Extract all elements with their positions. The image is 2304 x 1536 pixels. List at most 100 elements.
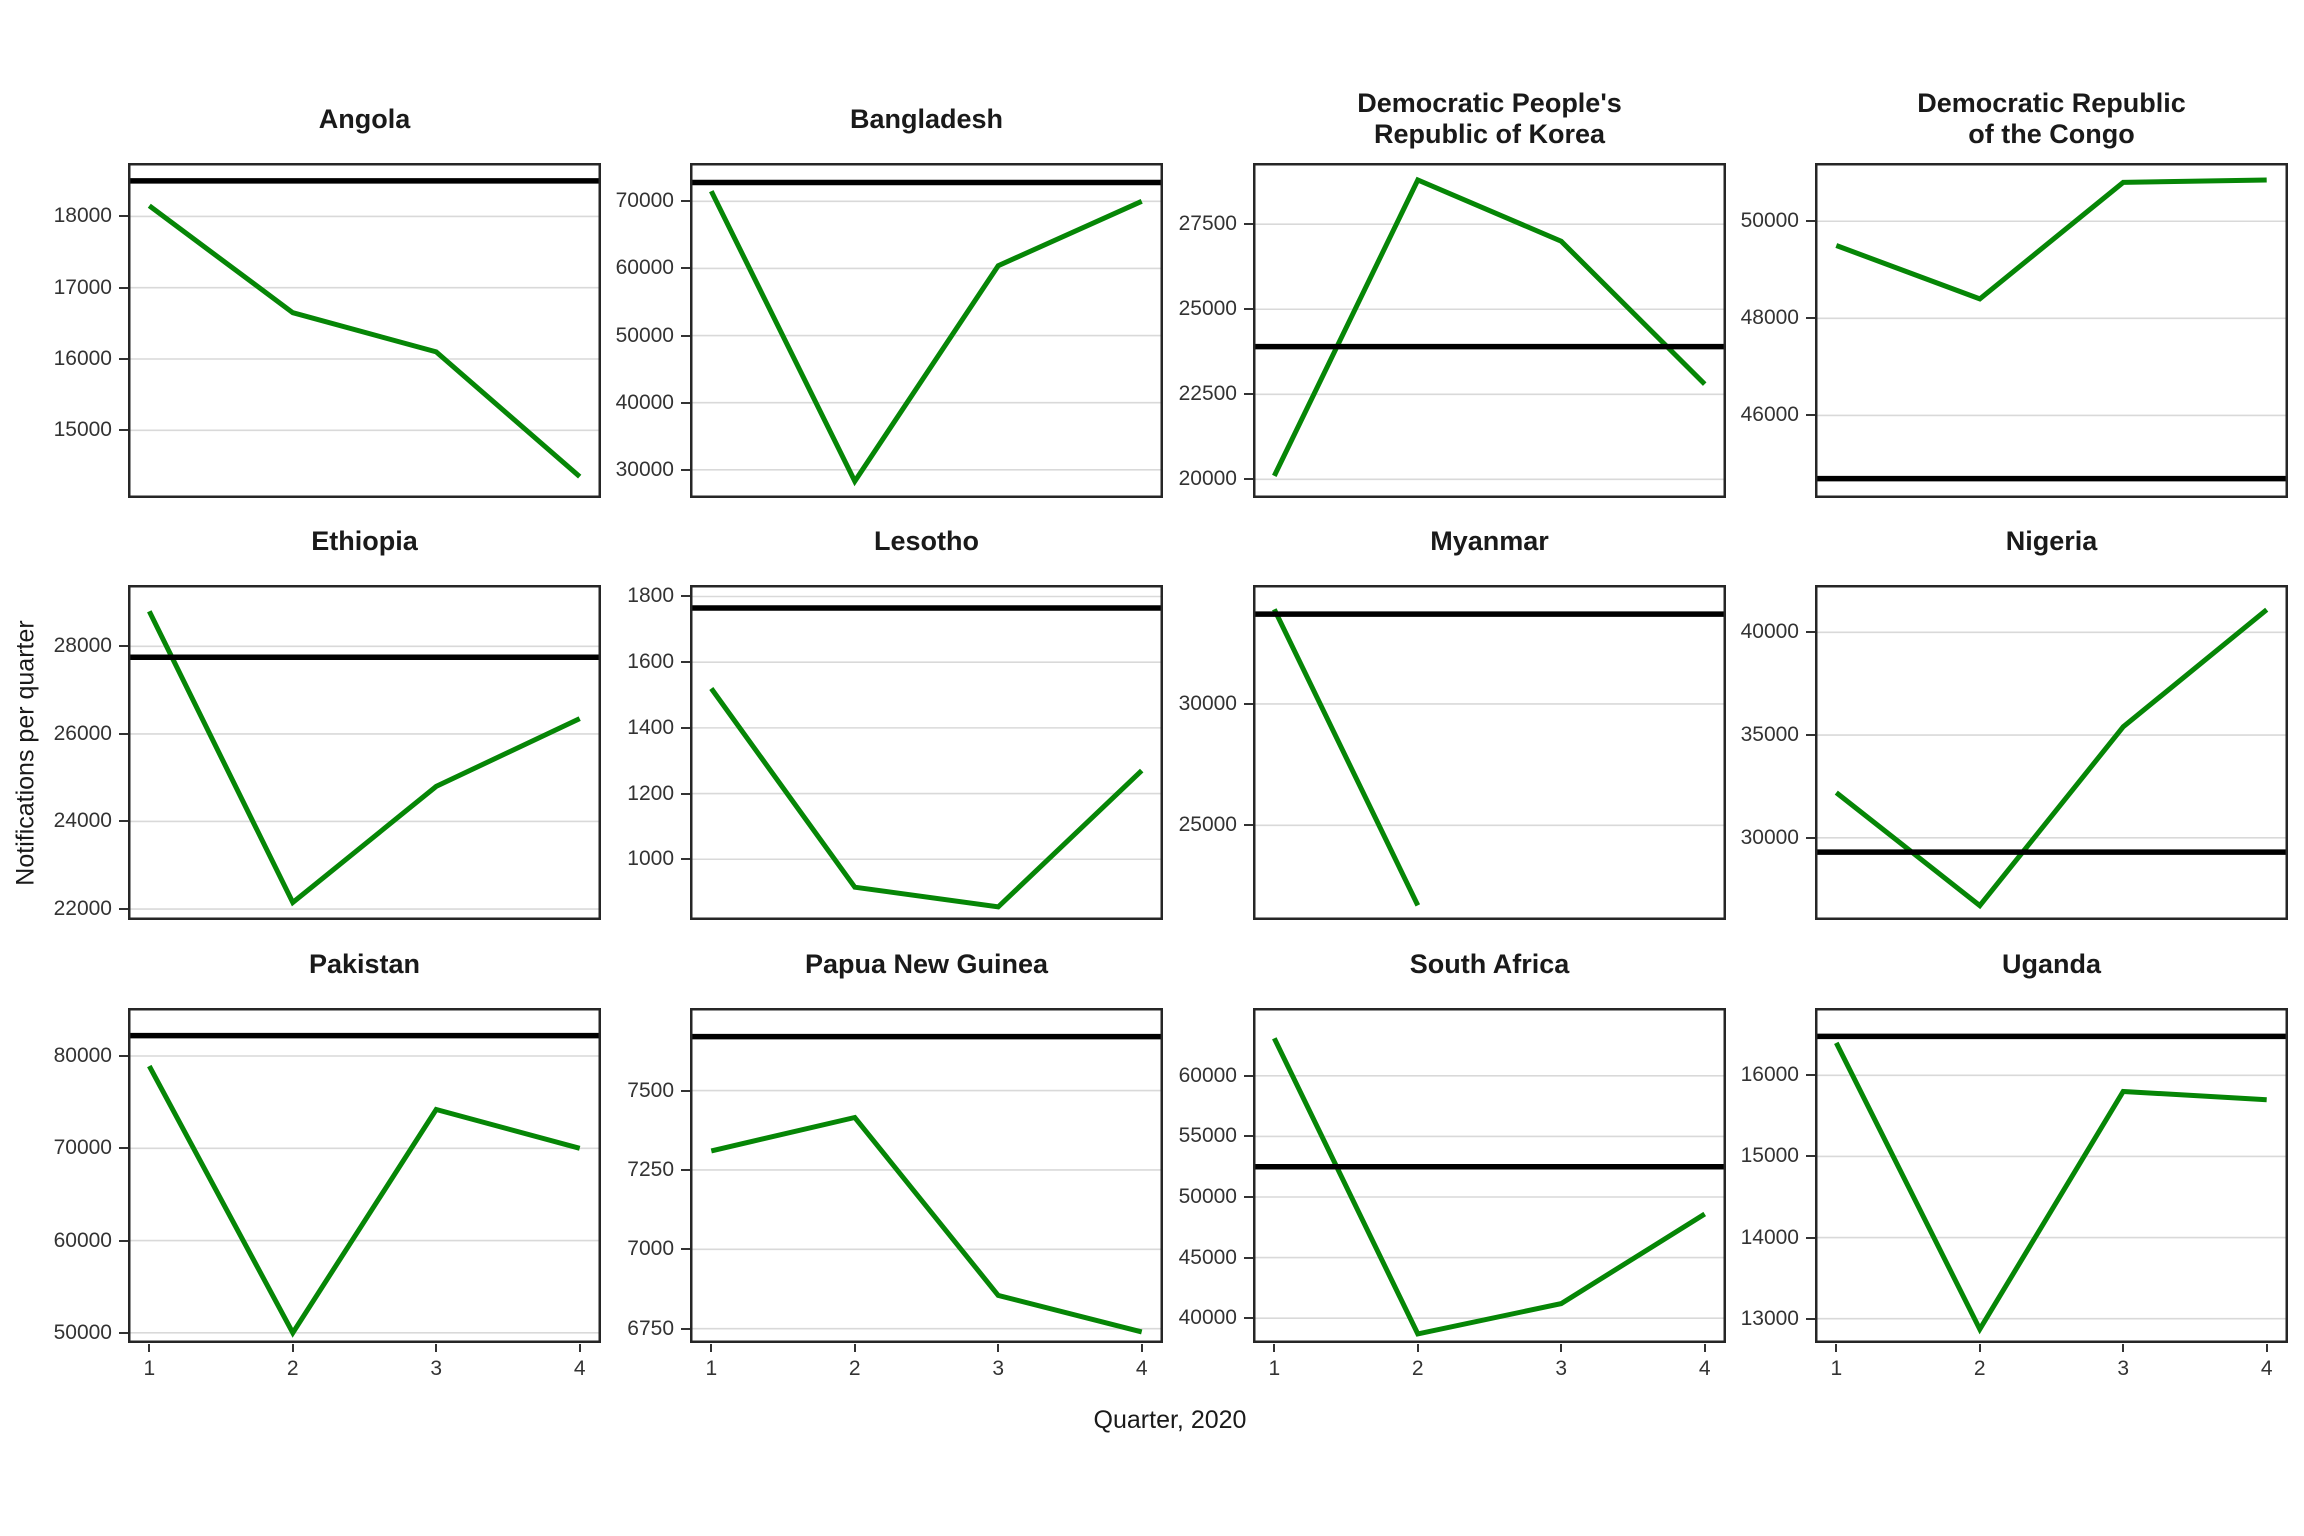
x-tick-label: 2 xyxy=(286,1357,299,1380)
y-tick-label: 22000 xyxy=(53,897,112,921)
y-tick-label: 27500 xyxy=(1178,212,1237,236)
y-tick-label: 6750 xyxy=(627,1316,674,1340)
y-tick-label: 30000 xyxy=(1178,691,1237,715)
y-tick-label: 18000 xyxy=(53,204,112,228)
y-tick-label: 7000 xyxy=(627,1237,674,1261)
y-tick-label: 24000 xyxy=(53,809,112,833)
x-tick-mark xyxy=(148,1344,151,1352)
panel-border xyxy=(128,585,601,920)
panel-border xyxy=(128,163,601,498)
y-tick-mark xyxy=(119,645,128,648)
panel-title: Democratic Republic of the Congo xyxy=(1917,88,2186,149)
y-tick-label: 60000 xyxy=(53,1228,112,1252)
panel-ethiopia: Ethiopia 22000 24000 26000 28000 xyxy=(8,495,613,990)
panel-title: Ethiopia xyxy=(311,525,418,556)
y-tick-label: 1400 xyxy=(627,715,674,739)
y-tick-label: 45000 xyxy=(1178,1245,1237,1269)
panel-papua-new-guinea: Papua New Guinea 6750 7000 7250 7500 1 2 3 4 xyxy=(570,918,1175,1413)
panel-border xyxy=(690,585,1163,920)
y-tick-mark xyxy=(681,1327,690,1330)
y-tick-mark xyxy=(1244,1317,1253,1320)
panel-myanmar: Myanmar 25000 30000 xyxy=(1133,495,1738,990)
panel-pakistan: Pakistan 50000 60000 70000 80000 1 2 3 4 xyxy=(8,918,613,1413)
panel-plot xyxy=(690,585,1163,920)
x-tick-mark xyxy=(2265,1344,2268,1352)
panel-border xyxy=(1815,585,2288,920)
y-tick-mark xyxy=(1244,478,1253,481)
y-tick-label: 80000 xyxy=(53,1043,112,1067)
y-tick-label: 13000 xyxy=(1740,1306,1799,1330)
notifications-line xyxy=(147,1064,581,1338)
panel-bangladesh: Bangladesh 30000 40000 50000 60000 70000 xyxy=(570,73,1175,568)
y-tick-label: 50000 xyxy=(1740,209,1799,233)
y-tick-label: 60000 xyxy=(1178,1063,1237,1087)
panel-title: Uganda xyxy=(2001,948,2101,979)
notifications-line xyxy=(147,203,582,479)
panel-lesotho: Lesotho 1000 1200 1400 1600 1800 xyxy=(570,495,1175,990)
x-tick-label: 4 xyxy=(1698,1357,1711,1380)
panel-title: Bangladesh xyxy=(849,103,1004,134)
panel-title: Angola xyxy=(318,103,411,134)
y-tick-mark xyxy=(681,1248,690,1251)
y-tick-label: 35000 xyxy=(1740,723,1799,747)
y-axis-title: Notifications per quarter xyxy=(11,620,40,886)
panel-title: Pakistan xyxy=(308,948,421,979)
panel-south-africa: South Africa 40000 45000 50000 55000 60000 1 2 3… xyxy=(1133,918,1738,1413)
panel-plot xyxy=(1253,163,1726,498)
y-tick-mark xyxy=(1244,1074,1253,1077)
x-tick-label: 1 xyxy=(705,1357,718,1380)
y-tick-mark xyxy=(1244,824,1253,827)
x-tick-mark xyxy=(1416,1344,1419,1352)
notifications-line xyxy=(147,610,581,907)
panel-title: Nigeria xyxy=(2005,525,2098,556)
y-tick-mark xyxy=(1244,223,1253,226)
y-tick-mark xyxy=(1806,220,1815,223)
y-tick-mark xyxy=(119,286,128,289)
y-tick-label: 1600 xyxy=(627,650,674,674)
y-tick-mark xyxy=(681,858,690,861)
y-tick-label: 25000 xyxy=(1178,297,1237,321)
y-tick-label: 55000 xyxy=(1178,1124,1237,1148)
x-tick-mark xyxy=(997,1344,1000,1352)
y-tick-label: 14000 xyxy=(1740,1225,1799,1249)
y-tick-label: 7500 xyxy=(627,1078,674,1102)
y-tick-label: 1800 xyxy=(627,584,674,608)
y-tick-mark xyxy=(1806,1155,1815,1158)
x-tick-mark xyxy=(1835,1344,1838,1352)
y-tick-mark xyxy=(1806,1074,1815,1077)
panel-title: South Africa xyxy=(1409,948,1570,979)
panel-title: Lesotho xyxy=(874,525,979,556)
panel-plot xyxy=(1815,585,2288,920)
y-tick-label: 16000 xyxy=(1740,1063,1799,1087)
y-tick-mark xyxy=(681,1089,690,1092)
x-tick-label: 3 xyxy=(992,1357,1005,1380)
y-tick-mark xyxy=(119,1331,128,1334)
x-tick-label: 4 xyxy=(2260,1357,2273,1380)
y-tick-mark xyxy=(681,200,690,203)
x-tick-label: 1 xyxy=(1268,1357,1281,1380)
y-tick-label: 40000 xyxy=(1178,1306,1237,1330)
y-tick-label: 70000 xyxy=(53,1136,112,1160)
y-tick-label: 46000 xyxy=(1740,403,1799,427)
x-tick-label: 3 xyxy=(1555,1357,1568,1380)
x-tick-label: 2 xyxy=(1973,1357,1986,1380)
y-tick-label: 7250 xyxy=(627,1157,674,1181)
y-tick-mark xyxy=(119,1147,128,1150)
notifications-line xyxy=(1272,176,1707,477)
notifications-line xyxy=(1834,607,2269,910)
y-tick-mark xyxy=(119,1239,128,1242)
panel-plot xyxy=(128,1008,601,1343)
y-tick-label: 50000 xyxy=(1178,1185,1237,1208)
x-tick-mark xyxy=(1140,1344,1143,1352)
panel-plot xyxy=(1815,163,2288,498)
notifications-line xyxy=(710,1114,1143,1335)
y-tick-mark xyxy=(1806,734,1815,737)
panel-border xyxy=(690,1008,1163,1343)
y-tick-mark xyxy=(681,595,690,598)
y-tick-mark xyxy=(119,732,128,735)
x-tick-mark xyxy=(291,1344,294,1352)
y-tick-mark xyxy=(1806,414,1815,417)
x-axis-title: Quarter, 2020 xyxy=(1093,1406,1247,1434)
panel-plot xyxy=(690,1008,1163,1343)
x-tick-mark xyxy=(435,1344,438,1352)
